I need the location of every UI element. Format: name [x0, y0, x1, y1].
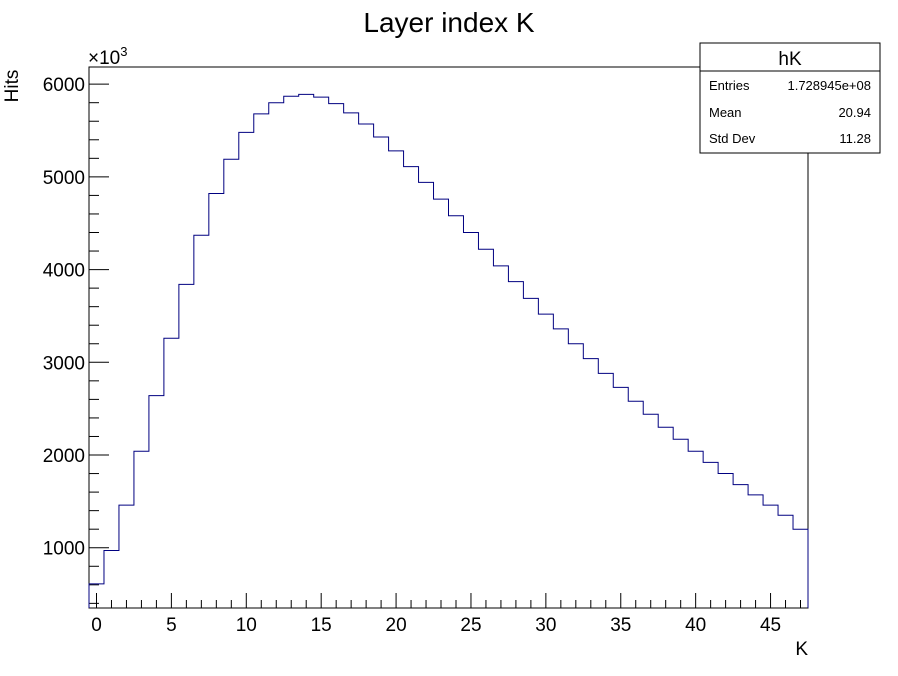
y-tick-label: 4000	[43, 261, 85, 282]
y-tick-label: 6000	[43, 75, 85, 96]
stats-entries-value: 1.728945e+08	[787, 78, 871, 93]
stats-box-frame	[699, 42, 881, 154]
y-multiplier: ×103	[88, 44, 127, 69]
x-tick-label: 10	[236, 615, 257, 636]
x-tick-label: 15	[311, 615, 332, 636]
y-tick-label: 5000	[43, 168, 85, 189]
y-tick-label: 2000	[43, 446, 85, 467]
y-multiplier-exponent: 3	[120, 44, 127, 59]
stats-mean-label: Mean	[709, 105, 742, 120]
x-tick-label: 40	[685, 615, 706, 636]
y-tick-labels: 1000 2000 3000 4000 5000 6000	[43, 75, 85, 560]
stats-mean-value: 20.94	[838, 105, 871, 120]
stats-stddev-label: Std Dev	[709, 131, 756, 146]
stats-title: hK	[778, 49, 802, 70]
x-tick-label: 45	[760, 615, 781, 636]
y-axis-label: Hits	[2, 70, 23, 103]
axis-ticks	[89, 83, 802, 608]
x-tick-label: 30	[535, 615, 556, 636]
chart-title: Layer index K	[363, 7, 535, 38]
stats-entries-label: Entries	[709, 78, 750, 93]
x-axis-label: K	[795, 639, 808, 660]
x-tick-label: 35	[610, 615, 631, 636]
x-tick-label: 20	[386, 615, 407, 636]
x-tick-label: 25	[460, 615, 481, 636]
x-tick-label: 0	[91, 615, 102, 636]
stats-stddev-value: 11.28	[839, 131, 871, 146]
y-tick-label: 1000	[43, 539, 85, 560]
y-tick-label: 3000	[43, 353, 85, 374]
y-multiplier-base: ×10	[88, 48, 120, 69]
histogram-line	[88, 93, 809, 608]
plot-frame	[88, 66, 809, 609]
x-tick-label: 5	[166, 615, 177, 636]
stats-box: hK Entries 1.728945e+08 Mean 20.94 Std D…	[699, 42, 881, 154]
x-tick-labels: 0 5 10 15 20 25 30 35 40 45	[91, 615, 781, 636]
